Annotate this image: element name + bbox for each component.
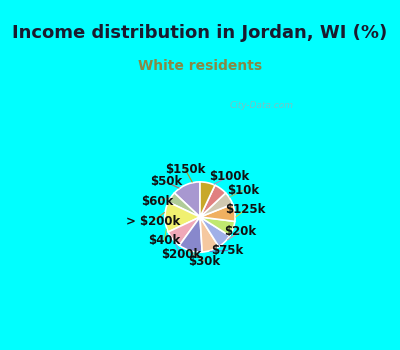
Text: $40k: $40k	[148, 234, 180, 247]
Wedge shape	[200, 182, 215, 217]
Text: $50k: $50k	[150, 175, 182, 188]
Text: $125k: $125k	[225, 203, 266, 216]
Text: $30k: $30k	[188, 255, 220, 268]
Wedge shape	[179, 217, 202, 252]
Wedge shape	[200, 217, 235, 236]
Wedge shape	[200, 193, 233, 217]
Wedge shape	[165, 202, 200, 232]
Text: City-Data.com: City-Data.com	[229, 101, 293, 110]
Text: $60k: $60k	[141, 195, 174, 208]
Wedge shape	[174, 182, 200, 217]
Wedge shape	[200, 217, 230, 247]
Text: $10k: $10k	[227, 184, 259, 197]
Text: $20k: $20k	[224, 225, 256, 238]
Text: $75k: $75k	[212, 244, 244, 257]
Wedge shape	[168, 193, 200, 217]
Text: $200k: $200k	[161, 248, 201, 261]
Wedge shape	[200, 217, 219, 252]
Text: $150k: $150k	[165, 163, 205, 176]
Wedge shape	[168, 217, 200, 245]
Text: > $200k: > $200k	[126, 215, 180, 228]
Wedge shape	[200, 185, 226, 217]
Text: White residents: White residents	[138, 59, 262, 73]
Text: $100k: $100k	[209, 169, 249, 183]
Text: Income distribution in Jordan, WI (%): Income distribution in Jordan, WI (%)	[12, 24, 388, 42]
Wedge shape	[200, 204, 235, 222]
